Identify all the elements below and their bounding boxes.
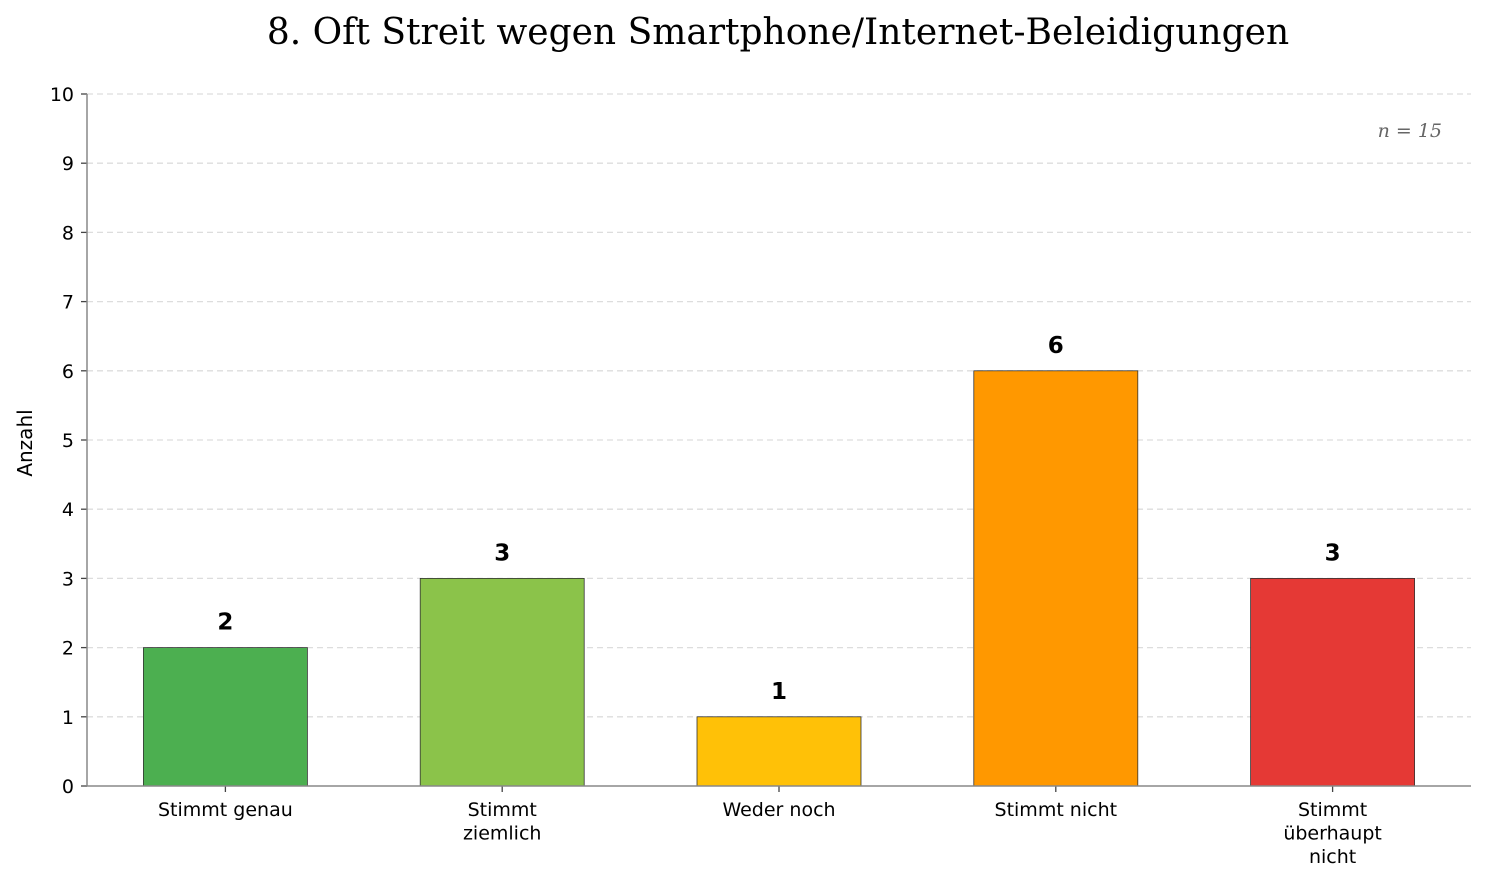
x-tick-label: Stimmt genau xyxy=(158,799,293,821)
y-tick-label: 0 xyxy=(62,776,74,798)
y-tick-label: 6 xyxy=(62,361,74,383)
y-tick-label: 4 xyxy=(62,499,74,521)
y-tick-label: 1 xyxy=(62,707,74,729)
bar-value-label: 1 xyxy=(771,679,787,705)
bars xyxy=(142,370,1415,787)
bar-value-label: 2 xyxy=(217,610,233,636)
y-tick-label: 2 xyxy=(62,638,74,660)
bar-value-label: 3 xyxy=(1325,540,1341,566)
grid-lines xyxy=(87,93,1471,718)
bar-value-label: 3 xyxy=(494,540,510,566)
bar xyxy=(973,370,1139,787)
bar xyxy=(696,716,862,787)
x-tick-label-line: nicht xyxy=(1309,846,1356,868)
bar xyxy=(1250,578,1415,787)
x-tick-label-line: Stimmt xyxy=(468,799,537,821)
y-tick-label: 5 xyxy=(62,430,74,452)
x-tick-label-line: Stimmt genau xyxy=(158,799,293,821)
x-tick-label-line: ziemlich xyxy=(463,823,542,845)
y-tick-label: 9 xyxy=(62,153,74,175)
y-tick-label: 10 xyxy=(50,84,74,106)
y-tick-label: 7 xyxy=(62,292,74,314)
sample-size-annotation: n = 15 xyxy=(1378,120,1442,142)
x-tick-label: Weder noch xyxy=(722,799,835,821)
bar-value-label: 6 xyxy=(1048,333,1064,359)
bar xyxy=(142,647,308,787)
x-tick-label-line: Weder noch xyxy=(722,799,835,821)
axes xyxy=(81,93,1471,792)
x-tick-label: Stimmt ziemlich xyxy=(463,799,542,845)
x-tick-label: Stimmt nicht xyxy=(995,799,1118,821)
y-tick-label: 8 xyxy=(62,222,74,244)
x-tick-label-line: Stimmt xyxy=(1298,799,1367,821)
chart-title: 8. Oft Streit wegen Smartphone/Internet-… xyxy=(267,12,1289,53)
y-axis-label: Anzahl xyxy=(13,409,37,476)
x-tick-label-line: Stimmt nicht xyxy=(995,799,1118,821)
y-tick-label: 3 xyxy=(62,568,74,590)
bar xyxy=(419,578,585,787)
x-tick-label-line: überhaupt xyxy=(1283,823,1382,845)
x-tick-label: Stimmt überhaupt nicht xyxy=(1283,799,1382,868)
